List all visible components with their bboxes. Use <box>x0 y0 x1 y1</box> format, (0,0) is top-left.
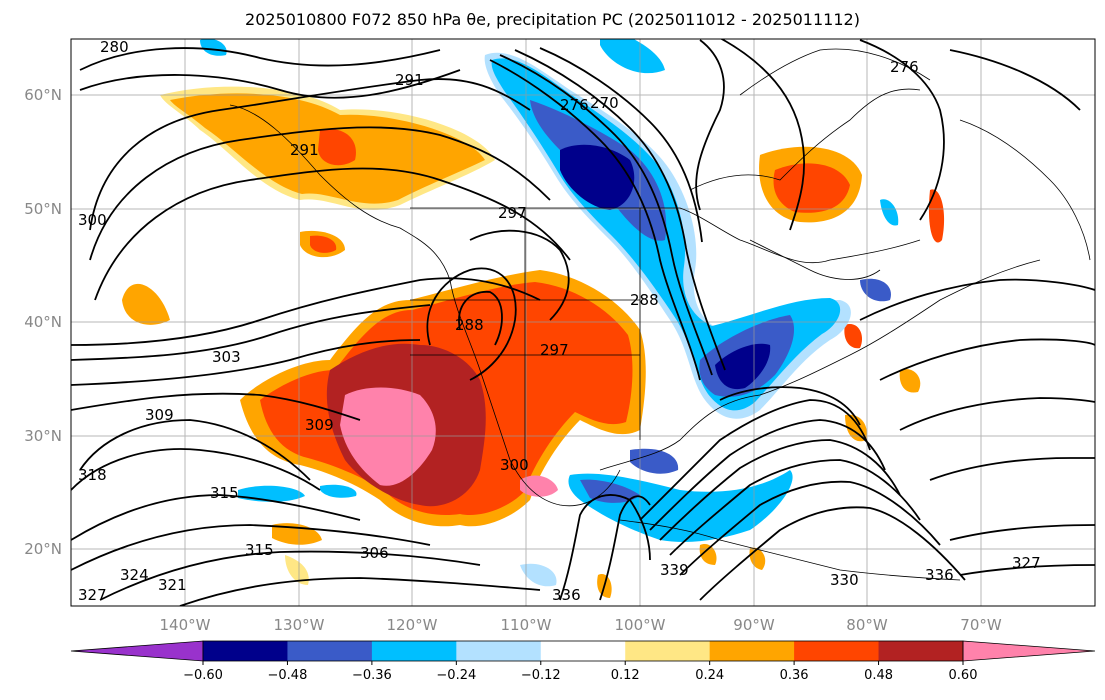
contour-label: 336 <box>925 566 954 584</box>
contour-label: 324 <box>120 566 149 584</box>
colorbar-tick-label: −0.36 <box>352 668 392 683</box>
colorbar-extend-low <box>70 640 204 662</box>
contour-label: 339 <box>660 561 689 579</box>
colorbar-bin <box>878 641 964 661</box>
lat-label: 30°N <box>24 427 62 445</box>
lon-label: 100°W <box>615 616 666 634</box>
plot-frame <box>70 38 1096 607</box>
colorbar-tick-labels: −0.60 −0.48 −0.36 −0.24 −0.12 0.12 0.24 0.36 0.4… <box>183 661 977 683</box>
coastlines <box>229 48 1091 581</box>
contour-label: 291 <box>290 141 319 159</box>
contour-label: 300 <box>78 211 107 229</box>
colorbar-bin <box>540 641 626 661</box>
contour-label: 309 <box>305 416 334 434</box>
colorbar-tick-label: 0.24 <box>695 668 724 683</box>
colorbar-frame <box>202 640 964 662</box>
contour-label: 270 <box>590 94 619 112</box>
lon-label: 120°W <box>387 616 438 634</box>
colorbar-bin <box>371 641 457 661</box>
colorbar-bin <box>287 641 373 661</box>
contour-label: 318 <box>78 466 107 484</box>
contour-label: 321 <box>158 576 187 594</box>
contour-label: 297 <box>540 341 569 359</box>
contour-label: 306 <box>360 544 389 562</box>
contour-label: 315 <box>245 541 274 559</box>
lon-labels: 140°W 130°W 120°W 110°W 100°W 90°W 80°W … <box>160 616 1002 634</box>
contour-label: 315 <box>210 484 239 502</box>
colorbar-tick-label: 0.12 <box>611 668 640 683</box>
colorbar-extend-high <box>962 640 1096 662</box>
contour-label: 300 <box>500 456 529 474</box>
lat-label: 50°N <box>24 200 62 218</box>
contour-label: 276 <box>890 58 919 76</box>
contour-label: 330 <box>830 571 859 589</box>
contour-label: 276 <box>560 96 589 114</box>
contour-label: 336 <box>552 586 581 604</box>
contour-label: 303 <box>212 348 241 366</box>
colorbar-tick-label: 0.48 <box>864 668 893 683</box>
contour-label: 280 <box>100 38 129 56</box>
lat-label: 60°N <box>24 86 62 104</box>
lon-label: 90°W <box>733 616 775 634</box>
contour-label: 309 <box>145 406 174 424</box>
lon-label: 130°W <box>274 616 325 634</box>
colorbar-bin <box>456 641 542 661</box>
theta-e-contours <box>71 39 1095 606</box>
contour-label: 327 <box>1012 554 1041 572</box>
colorbar-bin <box>709 641 795 661</box>
colorbar-bin <box>794 641 880 661</box>
lat-labels: 20°N 30°N 40°N 50°N 60°N <box>24 86 62 558</box>
lat-label: 40°N <box>24 313 62 331</box>
colorbar-bin <box>625 641 711 661</box>
colorbar-tick-label: −0.12 <box>521 668 561 683</box>
lon-label: 110°W <box>501 616 552 634</box>
colorbar-tick-label: 0.36 <box>780 668 809 683</box>
lon-label: 80°W <box>846 616 888 634</box>
colorbar-tick-label: −0.48 <box>268 668 308 683</box>
contour-label: 297 <box>498 204 527 222</box>
lat-label: 20°N <box>24 540 62 558</box>
contour-labels: 280 291 291 297 300 303 309 309 318 315 … <box>78 38 1041 604</box>
colorbar-tick-label: −0.60 <box>183 668 223 683</box>
lon-label: 140°W <box>160 616 211 634</box>
plot-area: 280 291 291 297 300 303 309 309 318 315 … <box>71 38 1095 606</box>
contour-label: 288 <box>455 316 484 334</box>
colorbar <box>70 640 1096 662</box>
contour-label: 288 <box>630 291 659 309</box>
colorbar-tick-label: 0.60 <box>949 668 978 683</box>
contour-label: 327 <box>78 586 107 604</box>
contour-label: 291 <box>395 71 424 89</box>
graticule <box>71 39 1095 606</box>
colorbar-tick-label: −0.24 <box>436 668 476 683</box>
map-title: 2025010800 F072 850 hPa θe, precipitatio… <box>245 10 860 29</box>
lon-label: 70°W <box>960 616 1002 634</box>
colorbar-bin <box>203 641 288 661</box>
